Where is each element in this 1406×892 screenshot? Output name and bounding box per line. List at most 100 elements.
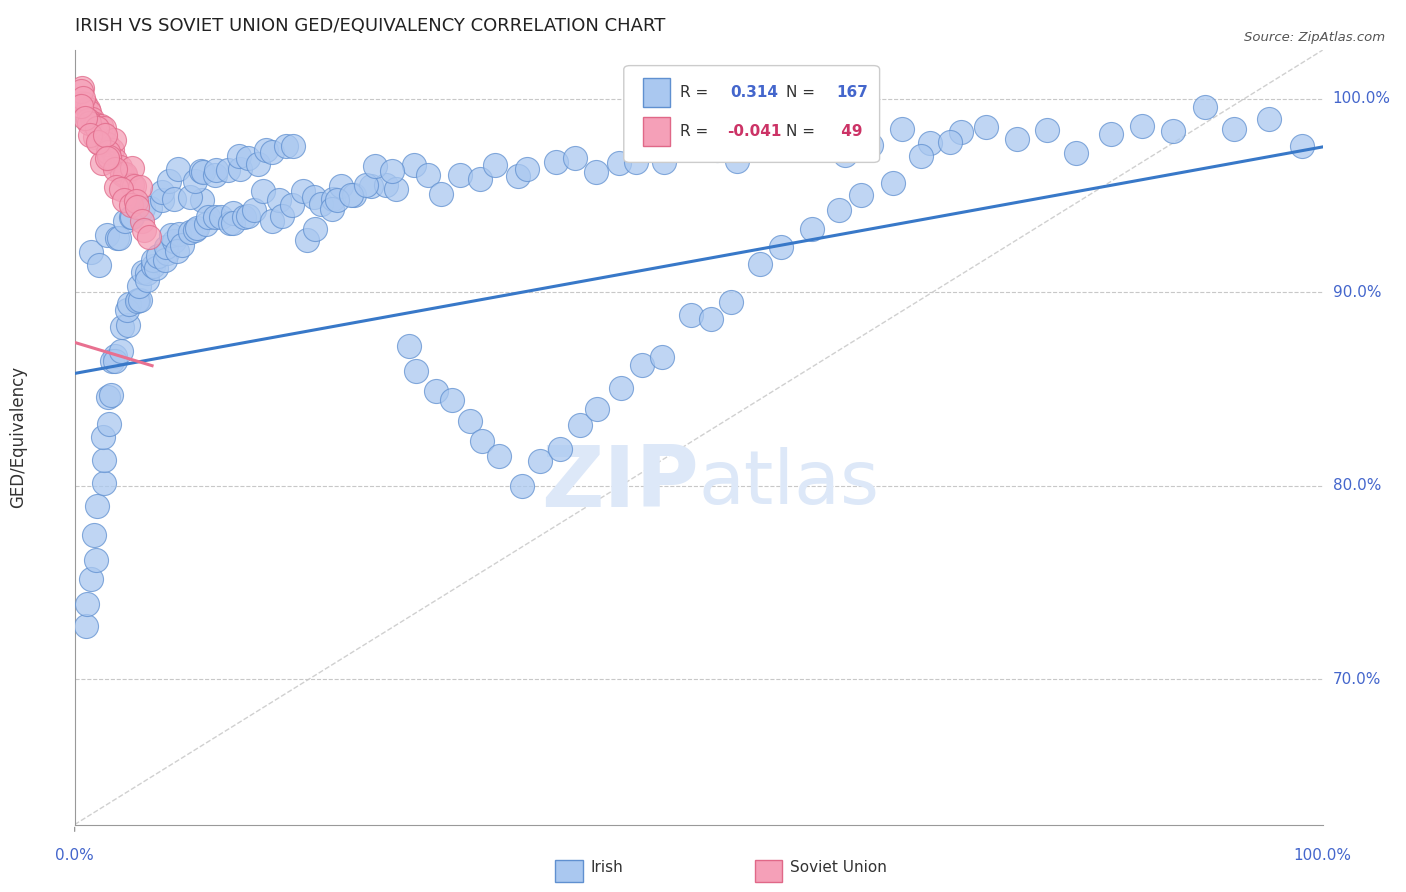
Point — [91, 155, 114, 169]
Point — [76, 103, 98, 117]
Point — [204, 210, 226, 224]
Bar — [643, 117, 669, 146]
Point — [441, 392, 464, 407]
Point — [77, 105, 100, 120]
Point — [89, 136, 111, 150]
Point — [132, 265, 155, 279]
Point — [104, 349, 127, 363]
Point — [918, 136, 941, 150]
Point — [93, 453, 115, 467]
Point — [238, 210, 260, 224]
Point — [364, 159, 387, 173]
Point — [101, 354, 124, 368]
Point — [96, 136, 118, 151]
Point — [97, 417, 120, 431]
Point — [72, 91, 94, 105]
Point — [80, 244, 103, 259]
Point — [1130, 119, 1153, 133]
Point — [949, 125, 972, 139]
Point — [112, 193, 135, 207]
Point — [114, 214, 136, 228]
Point — [114, 168, 136, 182]
Point — [163, 192, 186, 206]
Point — [190, 164, 212, 178]
Point — [93, 430, 115, 444]
Point — [385, 182, 408, 196]
Point — [197, 211, 219, 225]
Point — [193, 165, 215, 179]
Text: 90.0%: 90.0% — [1333, 285, 1381, 300]
Point — [1291, 139, 1313, 153]
Point — [416, 168, 439, 182]
Text: R =: R = — [681, 124, 713, 139]
Text: -0.041: -0.041 — [727, 124, 782, 139]
Point — [706, 143, 728, 157]
Point — [138, 229, 160, 244]
Point — [128, 179, 150, 194]
Point — [108, 231, 131, 245]
Point — [135, 273, 157, 287]
Point — [488, 449, 510, 463]
Point — [544, 155, 567, 169]
Point — [179, 190, 201, 204]
Point — [243, 203, 266, 218]
Point — [651, 350, 673, 364]
Point — [184, 174, 207, 188]
Point — [586, 402, 609, 417]
Point — [228, 149, 250, 163]
Point — [125, 293, 148, 308]
Point — [626, 155, 648, 169]
Point — [851, 188, 873, 202]
Point — [770, 240, 793, 254]
Point — [564, 151, 586, 165]
Point — [105, 231, 128, 245]
Point — [274, 139, 297, 153]
Point — [186, 221, 208, 235]
Point — [83, 527, 105, 541]
Point — [398, 339, 420, 353]
Text: 70.0%: 70.0% — [1333, 672, 1381, 687]
Point — [516, 162, 538, 177]
Point — [93, 120, 115, 135]
Point — [281, 198, 304, 212]
Point — [221, 216, 243, 230]
Point — [752, 135, 775, 149]
Point — [79, 116, 101, 130]
Point — [484, 159, 506, 173]
Point — [86, 499, 108, 513]
Point — [103, 132, 125, 146]
Point — [104, 153, 127, 167]
Point — [76, 597, 98, 611]
Point — [104, 161, 127, 176]
Point — [204, 168, 226, 182]
Point — [510, 478, 533, 492]
Point — [104, 180, 127, 194]
Point — [150, 193, 173, 207]
Point — [343, 188, 366, 202]
Point — [166, 244, 188, 258]
Point — [471, 434, 494, 448]
Point — [404, 158, 426, 172]
Point — [91, 127, 114, 141]
Point — [70, 84, 93, 98]
Point — [254, 143, 277, 157]
Text: Irish: Irish — [591, 860, 623, 874]
Point — [131, 214, 153, 228]
Point — [117, 318, 139, 332]
Point — [529, 454, 551, 468]
Point — [1161, 124, 1184, 138]
Point — [172, 238, 194, 252]
Point — [97, 390, 120, 404]
Point — [779, 123, 801, 137]
Point — [321, 202, 343, 216]
Point — [229, 161, 252, 176]
Text: R =: R = — [681, 86, 718, 100]
Point — [209, 211, 232, 225]
Point — [90, 119, 112, 133]
Point — [117, 302, 139, 317]
Point — [609, 381, 631, 395]
Point — [163, 235, 186, 249]
Point — [75, 619, 97, 633]
Point — [150, 185, 173, 199]
Point — [295, 234, 318, 248]
